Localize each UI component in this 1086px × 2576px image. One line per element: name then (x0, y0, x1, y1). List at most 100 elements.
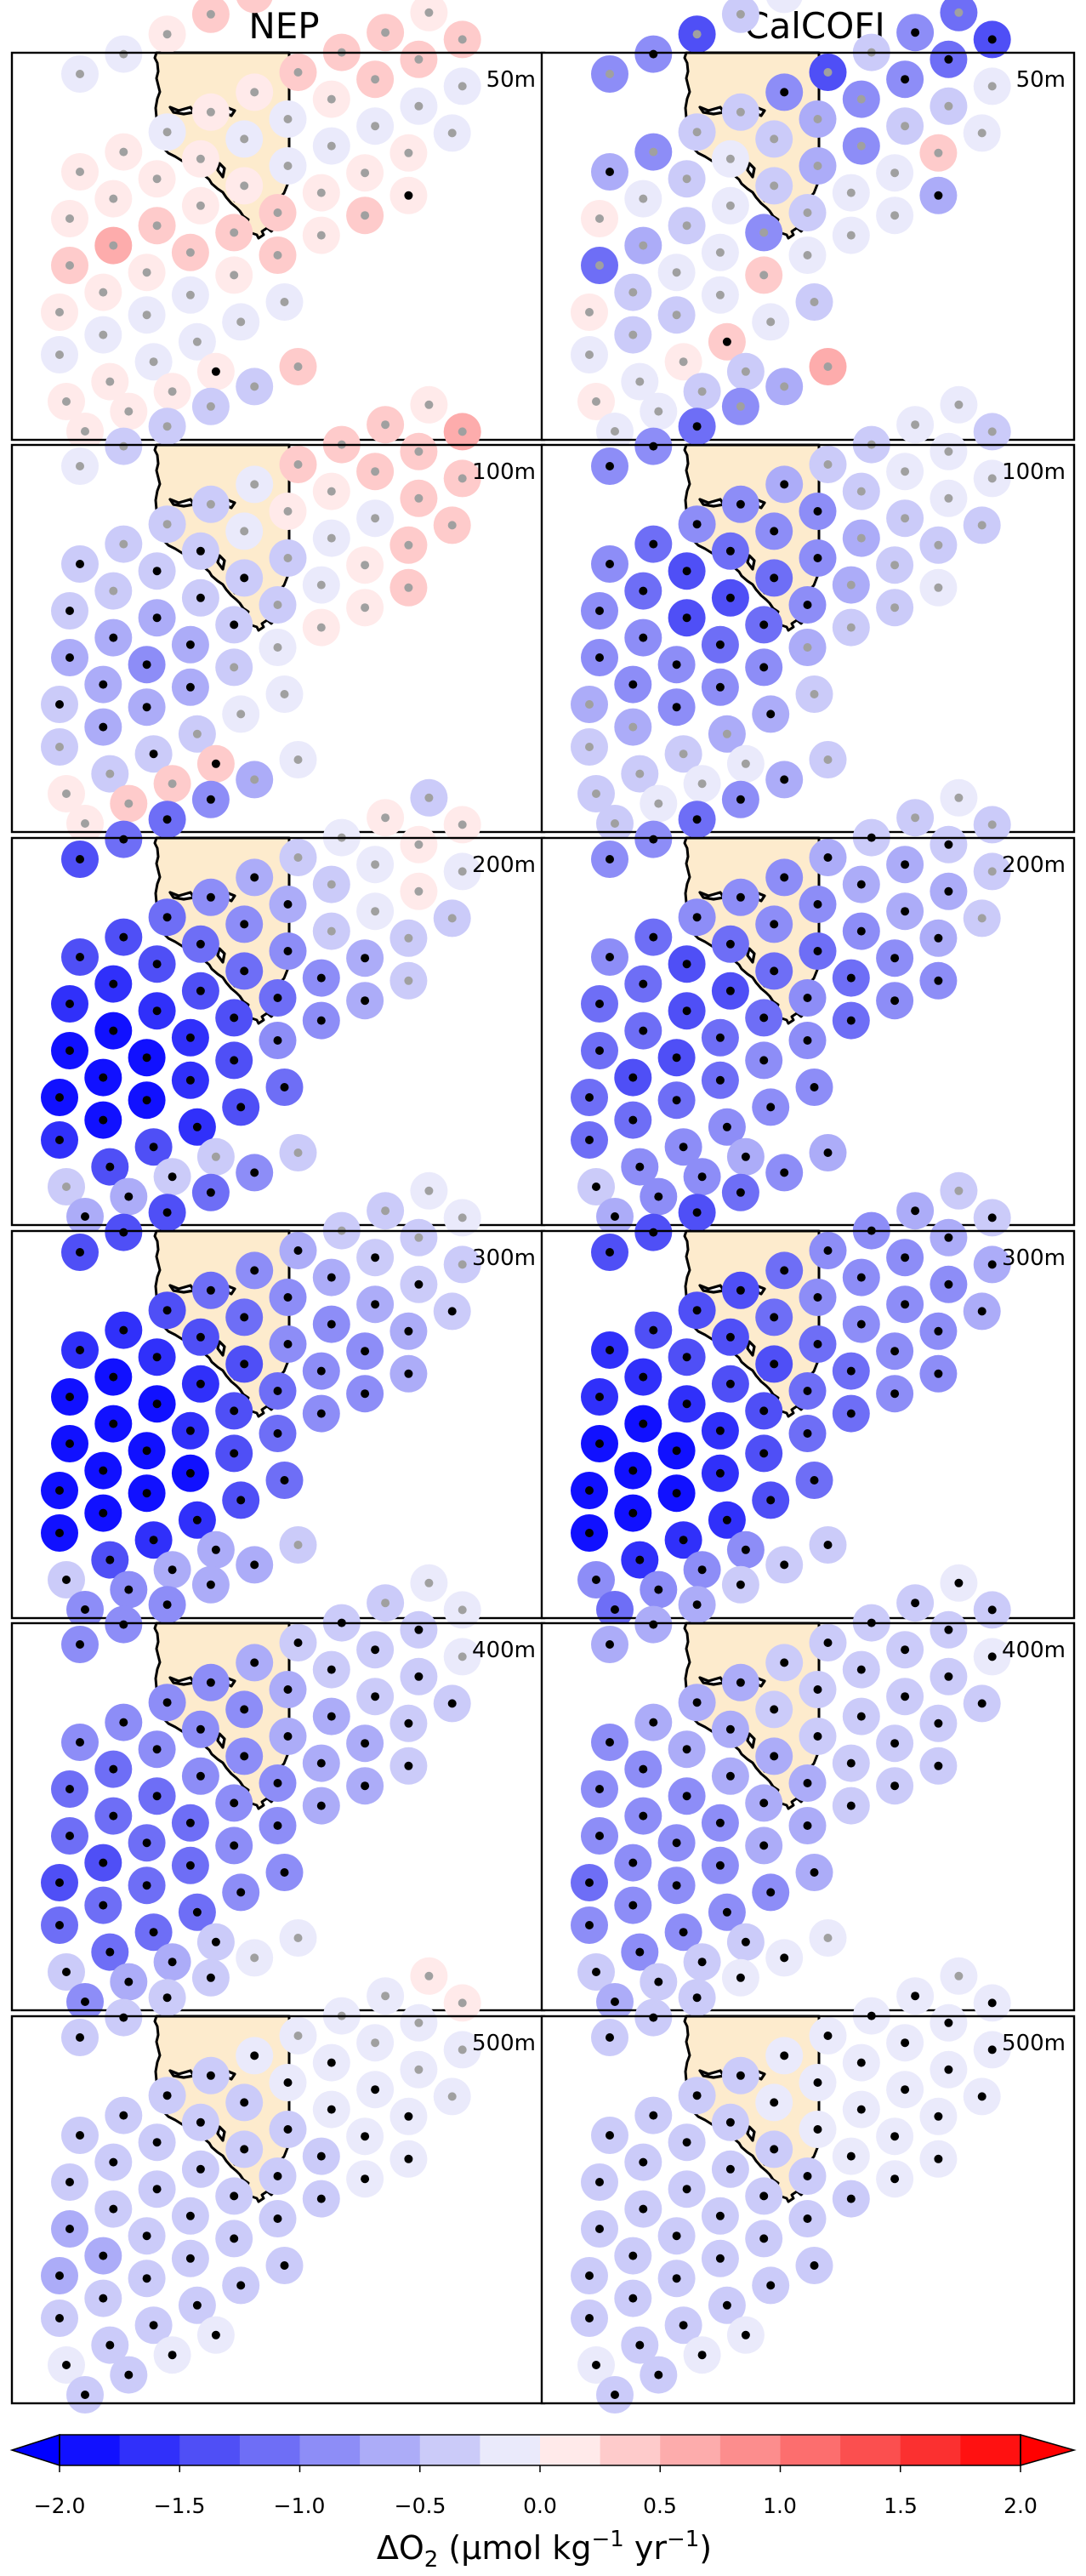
significant-dot (109, 1026, 118, 1035)
nonsignificant-dot (944, 101, 953, 111)
nonsignificant-dot (162, 128, 172, 137)
significant-dot (770, 527, 779, 536)
significant-dot (273, 2214, 282, 2223)
significant-dot (780, 775, 789, 784)
significant-dot (124, 1192, 134, 1201)
significant-dot (55, 1878, 64, 1887)
significant-dot (856, 1273, 866, 1282)
nonsignificant-dot (142, 311, 151, 320)
significant-dot (236, 2281, 246, 2290)
significant-dot (890, 1389, 900, 1399)
significant-dot (736, 795, 745, 804)
significant-dot (944, 54, 953, 64)
significant-dot (846, 1409, 856, 1418)
station-trend-marker (766, 0, 803, 14)
nonsignificant-dot (458, 1213, 467, 1222)
significant-dot (823, 1246, 833, 1255)
nonsignificant-dot (682, 174, 691, 184)
significant-dot (813, 1293, 822, 1302)
significant-dot (124, 1585, 134, 1594)
nonsignificant-dot (654, 407, 663, 416)
significant-dot (697, 1958, 707, 1967)
nonsignificant-dot (692, 128, 702, 137)
significant-dot (592, 1183, 600, 1191)
significant-dot (152, 960, 162, 969)
significant-dot (649, 1620, 658, 1629)
significant-dot (196, 1332, 205, 1342)
significant-dot (813, 1685, 822, 1694)
channel-island (698, 1676, 725, 1686)
nonsignificant-dot (293, 460, 303, 469)
significant-dot (987, 35, 997, 44)
nonsignificant-dot (414, 2018, 424, 2027)
significant-dot (168, 1565, 177, 1575)
nonsignificant-dot (458, 1652, 467, 1661)
depth-label: 400m (1002, 1638, 1066, 1663)
significant-dot (109, 2204, 118, 2214)
significant-dot (76, 2033, 84, 2042)
significant-dot (649, 1325, 658, 1335)
significant-dot (934, 976, 943, 985)
map-panel: 100m (540, 348, 1076, 842)
channel-island (698, 1284, 725, 1294)
nonsignificant-dot (361, 561, 370, 570)
significant-dot (934, 933, 943, 943)
nonsignificant-dot (414, 1233, 424, 1242)
map-panel: 50m (10, 0, 546, 450)
significant-dot (725, 1379, 735, 1388)
significant-dot (770, 920, 779, 929)
nonsignificant-dot (611, 819, 619, 828)
nonsignificant-dot (987, 427, 997, 436)
nonsignificant-dot (846, 231, 856, 240)
significant-dot (672, 1446, 681, 1456)
nonsignificant-dot (381, 28, 390, 37)
significant-dot (185, 2211, 195, 2220)
nonsignificant-dot (99, 288, 108, 297)
significant-dot (856, 1319, 866, 1329)
significant-dot (628, 1466, 638, 1475)
significant-dot (736, 1580, 745, 1589)
significant-dot (595, 1393, 604, 1401)
depth-label: 100m (472, 459, 536, 485)
map-panel: 400m (540, 1526, 1076, 2020)
significant-dot (230, 1449, 239, 1458)
significant-dot (316, 1409, 326, 1418)
nonsignificant-dot (715, 248, 725, 257)
significant-dot (639, 1026, 648, 1035)
significant-dot (628, 1508, 638, 1518)
nonsignificant-dot (283, 115, 293, 123)
significant-dot (414, 1625, 424, 1634)
significant-dot (606, 168, 614, 176)
nonsignificant-dot (250, 480, 259, 489)
significant-dot (803, 994, 812, 1002)
significant-dot (119, 1620, 128, 1629)
nonsignificant-dot (293, 362, 303, 371)
nonsignificant-dot (316, 580, 326, 590)
significant-dot (628, 2294, 638, 2303)
significant-dot (55, 1921, 64, 1929)
significant-dot (595, 607, 604, 615)
significant-dot (672, 660, 681, 670)
significant-dot (736, 2071, 745, 2080)
map-panel: 200m (540, 741, 1076, 1235)
colorbar-segment (600, 2435, 661, 2465)
colorbar-extend-high (1020, 2434, 1077, 2466)
significant-dot (770, 1752, 779, 1761)
channel-island (746, 162, 756, 179)
significant-dot (142, 703, 151, 712)
significant-dot (890, 2132, 900, 2141)
nonsignificant-dot (977, 521, 986, 530)
significant-dot (901, 2038, 910, 2048)
nonsignificant-dot (381, 1992, 390, 2001)
significant-dot (404, 1718, 413, 1728)
nonsignificant-dot (595, 261, 604, 270)
significant-dot (766, 1888, 776, 1897)
significant-dot (649, 539, 658, 549)
colorbar-ticks: −2.0 −1.5 −1.0 −0.5 0.0 0.5 1.0 1.5 2.0 (34, 2493, 1038, 2518)
significant-dot (142, 2274, 151, 2283)
significant-dot (273, 2172, 282, 2180)
significant-dot (316, 2151, 326, 2161)
significant-dot (890, 1347, 900, 1356)
significant-dot (692, 2091, 702, 2100)
